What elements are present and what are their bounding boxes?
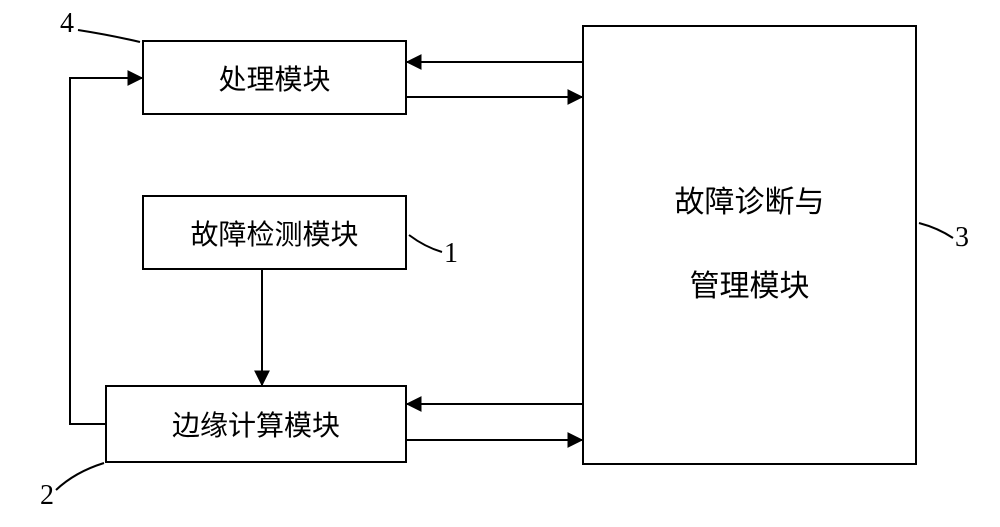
node-fault-detect: 故障检测模块 (142, 195, 407, 270)
node-edge-compute: 边缘计算模块 (105, 385, 407, 463)
edge-edgecompute-to-processing (70, 78, 142, 424)
node-diag-mgmt: 故障诊断与 管理模块 (582, 25, 917, 465)
ref-label-3: 3 (955, 222, 969, 254)
ref-label-1: 1 (444, 238, 458, 270)
leader-1 (409, 235, 442, 252)
leader-3 (919, 223, 953, 238)
node-edge-compute-label: 边缘计算模块 (172, 404, 340, 444)
leader-2 (56, 463, 104, 490)
node-diag-mgmt-label-line2: 管理模块 (690, 245, 810, 329)
node-diag-mgmt-label-line1: 故障诊断与 (675, 161, 825, 245)
ref-label-2: 2 (40, 480, 54, 512)
leader-4 (78, 30, 140, 42)
ref-label-4: 4 (60, 8, 74, 40)
node-fault-detect-label: 故障检测模块 (190, 213, 358, 253)
node-processing: 处理模块 (142, 40, 407, 115)
node-processing-label: 处理模块 (218, 58, 330, 98)
